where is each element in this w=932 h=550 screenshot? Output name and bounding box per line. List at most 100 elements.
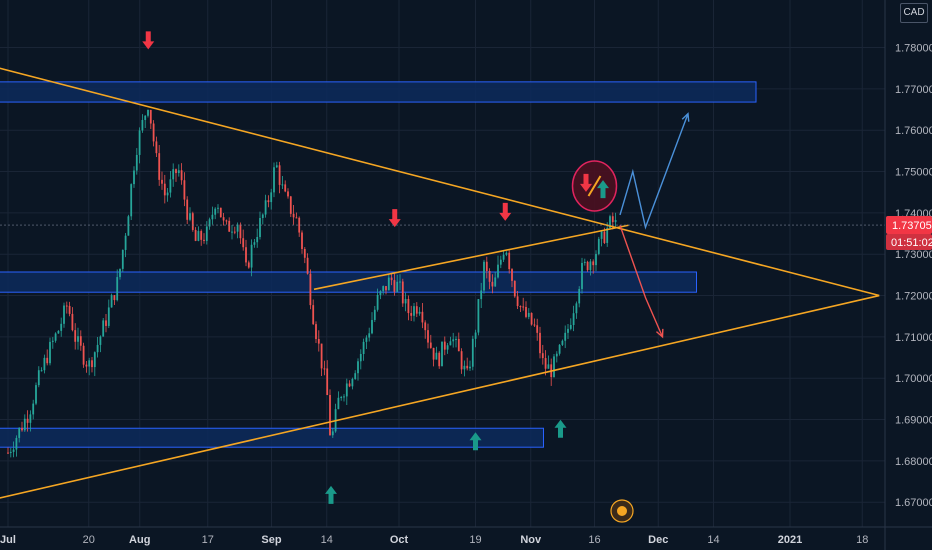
tradingview-logo-icon[interactable] xyxy=(610,499,634,523)
candle-body xyxy=(113,295,116,301)
time-tick-label: 20 xyxy=(83,534,95,546)
candle-body xyxy=(488,270,491,282)
candle-body xyxy=(555,353,558,357)
candle-body xyxy=(228,220,231,232)
candle-body xyxy=(597,238,600,254)
trend-lines[interactable] xyxy=(0,67,880,499)
time-tick-label: Oct xyxy=(390,534,409,546)
trend-line-lower[interactable] xyxy=(0,294,880,499)
candle-body xyxy=(54,333,57,341)
candle-body xyxy=(71,313,74,331)
candle-body xyxy=(15,437,18,450)
candle-body xyxy=(247,262,250,268)
arrow-down-icon xyxy=(388,209,401,228)
time-tick-label: 19 xyxy=(469,534,481,546)
candle-body xyxy=(457,338,460,352)
price-zone[interactable] xyxy=(0,81,757,103)
candle-body xyxy=(354,373,357,379)
candle-body xyxy=(161,179,163,184)
candle-body xyxy=(65,305,68,307)
time-tick-label: 14 xyxy=(321,534,333,546)
price-tick-label: 1.68000 xyxy=(895,456,932,468)
candle-body xyxy=(583,261,586,263)
candle-body xyxy=(287,191,289,197)
candle-body xyxy=(581,262,583,289)
candle-body xyxy=(491,281,494,287)
candle-body xyxy=(180,170,183,181)
candle-body xyxy=(371,319,373,334)
candle-body xyxy=(107,307,110,326)
price-tick-label: 1.75000 xyxy=(895,167,932,179)
price-tick-label: 1.71000 xyxy=(895,332,932,344)
candle-body xyxy=(387,277,390,291)
candle-body xyxy=(483,261,485,291)
time-axis-ticks[interactable]: Jul 20 Aug 17 Sep 14 Oct 19 Nov 16 Dec 14 2021 18 xyxy=(0,534,868,546)
candle-body xyxy=(301,232,303,250)
candle-body xyxy=(85,364,88,367)
arrow-up-icon xyxy=(469,432,482,451)
candle-body xyxy=(407,298,410,314)
signal-slash xyxy=(587,175,602,197)
candle-body xyxy=(203,239,205,241)
candle-body xyxy=(219,207,222,218)
currency-label[interactable]: CAD xyxy=(900,3,928,23)
candle-body xyxy=(569,324,572,329)
candle-body xyxy=(516,296,519,307)
candle-body xyxy=(77,336,79,342)
projection-down[interactable] xyxy=(619,225,664,338)
candle-body xyxy=(513,280,516,297)
candle-body xyxy=(606,228,609,243)
candle-body xyxy=(26,418,29,423)
candle-body xyxy=(96,344,99,353)
candle-body xyxy=(474,332,477,339)
candle-body xyxy=(536,325,539,333)
candle-body xyxy=(166,192,169,196)
candle-body xyxy=(144,115,147,120)
candle-body xyxy=(57,330,60,334)
candle-body xyxy=(502,254,505,260)
candle-body xyxy=(267,200,270,203)
candle-body xyxy=(432,347,435,360)
candle-body xyxy=(284,184,287,192)
candle-body xyxy=(289,196,292,214)
time-tick-label: 17 xyxy=(202,534,214,546)
candle-body xyxy=(158,153,161,180)
price-axis-ticks[interactable]: 1.67000 1.68000 1.69000 1.70000 1.71000 1.720… xyxy=(895,43,932,510)
candle-body xyxy=(376,294,379,310)
candle-body xyxy=(270,192,273,203)
candle-body xyxy=(200,231,203,240)
price-tick-label: 1.72000 xyxy=(895,291,932,303)
candle-body xyxy=(82,345,85,365)
candle-body xyxy=(217,207,219,209)
projection-paths[interactable] xyxy=(619,112,690,339)
candle-body xyxy=(172,169,175,180)
candle-body xyxy=(127,216,130,236)
trend-line-upper[interactable] xyxy=(0,67,880,297)
price-axis-bg xyxy=(885,0,932,550)
support-resistance-zones[interactable] xyxy=(0,81,757,448)
candle-body xyxy=(133,170,135,185)
candle-body xyxy=(278,165,281,185)
candle-body xyxy=(413,306,415,316)
candle-body xyxy=(295,217,298,219)
price-zone[interactable] xyxy=(0,427,544,448)
candle-body xyxy=(312,305,315,325)
candle-body xyxy=(429,342,432,348)
candle-body xyxy=(124,235,127,250)
candle-body xyxy=(214,208,217,215)
candle-body xyxy=(362,341,365,354)
candle-body xyxy=(393,280,396,292)
candle-body xyxy=(418,311,421,314)
trend-line-inner[interactable] xyxy=(313,224,629,291)
candle-body xyxy=(273,167,275,193)
candle-body xyxy=(351,378,354,387)
candle-body xyxy=(130,184,133,217)
candle-body xyxy=(365,337,368,342)
arrow-down-icon xyxy=(499,202,512,221)
projection-up[interactable] xyxy=(619,113,689,230)
candle-body xyxy=(186,199,189,220)
candle-body xyxy=(527,312,530,317)
